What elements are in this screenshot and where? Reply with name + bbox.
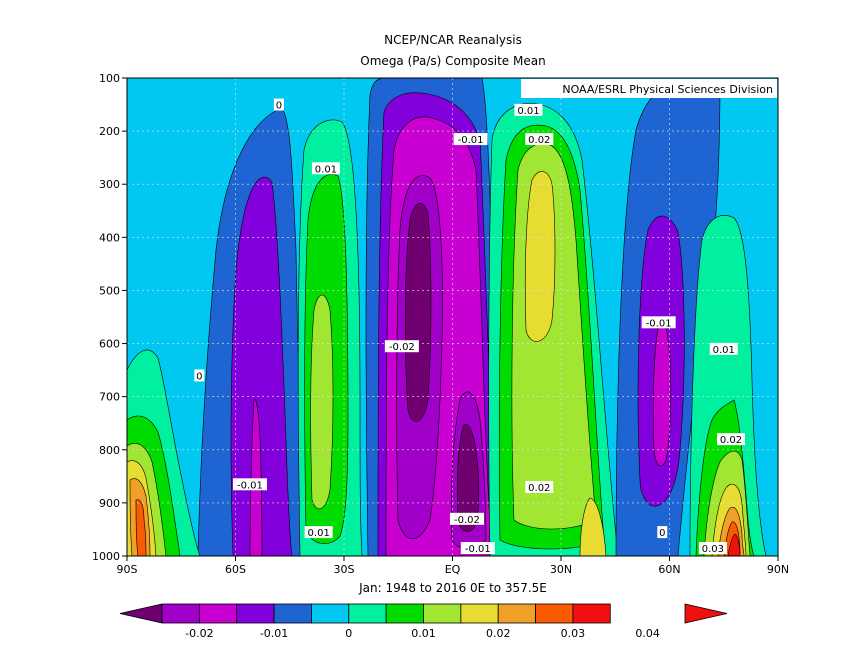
colorbar-tick-label: -0.01 [260, 627, 288, 640]
contour-label-bg [449, 512, 484, 525]
colorbar-segment [348, 603, 387, 624]
contour-label: -0.01 [237, 480, 263, 491]
y-tick-label: 600 [99, 338, 120, 351]
contour-label-bg [194, 369, 205, 382]
chart-title: NCEP/NCAR Reanalysis [384, 33, 522, 47]
y-tick-label: 200 [99, 125, 120, 138]
contour-label: 0 [196, 371, 202, 382]
colorbar-segment [423, 603, 462, 624]
grid-lines [127, 78, 778, 556]
contour-label: -0.01 [465, 544, 491, 555]
x-tick-label: 30N [550, 563, 572, 576]
contour-label-bg [525, 133, 554, 146]
contour-label-bg [514, 103, 543, 116]
colorbar-segment [161, 603, 200, 624]
y-tick-label: 900 [99, 497, 120, 510]
contour-label-bg [384, 340, 419, 353]
contour-label-bg [232, 478, 267, 491]
colorbar-segment [535, 603, 574, 624]
contour-label-bg [716, 433, 745, 446]
colorbar-tick-label: 0.01 [411, 627, 436, 640]
colorbar-under-arrow [119, 603, 163, 624]
contour-label: 0.03 [702, 544, 724, 555]
colorbar-over-arrow [684, 603, 728, 624]
contour-label: 0.01 [315, 164, 337, 175]
colorbar-tick-label: 0.03 [561, 627, 586, 640]
credit-text: NOAA/ESRL Physical Sciences Division [562, 83, 773, 96]
colorbar-segment [460, 603, 499, 624]
contour-label-bg [311, 162, 340, 175]
contour-label: 0.02 [720, 435, 742, 446]
antarctic-0035-region [135, 499, 147, 556]
chart-subtitle: Omega (Pa/s) Composite Mean [360, 54, 545, 68]
contour-label: -0.01 [458, 135, 484, 146]
x-axis: 90S 60S 30S EQ 30N 60N 90N [117, 556, 789, 576]
contour-label-bg [460, 542, 495, 555]
footer-text: Jan: 1948 to 2016 0E to 357.5E [358, 581, 547, 595]
contour-label: 0.01 [308, 528, 330, 539]
polar-004-region [727, 533, 741, 556]
x-tick-label: EQ [445, 563, 461, 576]
contour-label-bg [525, 480, 554, 493]
colorbar-tick-label: 0 [345, 627, 352, 640]
colorbar-tick-label: 0.02 [486, 627, 511, 640]
colorbar-segment [236, 603, 275, 624]
y-tick-label: 400 [99, 231, 120, 244]
northern-minus-0015-region [652, 318, 672, 467]
contour-label-bg [304, 526, 333, 539]
colorbar-segment [273, 603, 312, 624]
tropical-minus-0025-core-upper [404, 203, 432, 422]
x-tick-label: 30S [334, 563, 355, 576]
y-tick-label: 300 [99, 178, 120, 191]
southern-minus-0015-region [249, 399, 263, 556]
x-tick-label: 60S [225, 563, 246, 576]
north-subtropic-0025-region [524, 171, 556, 342]
contour-label: 0.01 [713, 345, 735, 356]
south-subtropic-002-region [310, 294, 334, 510]
contour-label-bg [641, 316, 676, 329]
colorbar: -0.02 -0.01 0 0.01 0.02 0.03 0.04 [119, 603, 728, 640]
plot-area: 0 0.01 -0.01 0.01 0.02 -0.02 -0.01 0.01 0 0.02 -0.… [127, 78, 778, 556]
colorbar-segment [572, 603, 611, 624]
colorbar-tick-label: -0.02 [185, 627, 213, 640]
contour-labels: 0 0.01 -0.01 0.01 0.02 -0.02 -0.01 0.01 0 0.02 -0.… [194, 98, 745, 555]
credit-box: NOAA/ESRL Physical Sciences Division [521, 79, 777, 98]
y-tick-label: 500 [99, 284, 120, 297]
contour-label-bg [709, 342, 738, 355]
contour-label: -0.02 [389, 342, 415, 353]
contour-label: -0.01 [646, 318, 672, 329]
x-tick-label: 90S [117, 563, 138, 576]
x-tick-label: 90N [767, 563, 789, 576]
colorbar-segment [198, 603, 238, 624]
contour-label: 0 [659, 528, 665, 539]
y-tick-label: 800 [99, 444, 120, 457]
colorbar-segment [385, 603, 424, 624]
contour-label: 0.02 [528, 483, 550, 494]
contour-label-bg [657, 526, 668, 539]
contour-label-bg [698, 542, 727, 555]
y-tick-label: 700 [99, 391, 120, 404]
contour-label: 0 [276, 101, 282, 112]
southern-minus-001-region [230, 176, 293, 556]
colorbar-segment [497, 603, 536, 624]
x-tick-label: 60N [658, 563, 680, 576]
contour-label: -0.02 [454, 515, 480, 526]
contour-label: 0.01 [517, 106, 539, 117]
y-axis: 100 200 300 400 500 600 700 800 900 1000 [92, 72, 127, 563]
y-tick-label: 100 [99, 72, 120, 85]
contour-label-bg [273, 98, 284, 111]
north-subtropic-lower-0025-region [579, 497, 607, 556]
colorbar-segment [311, 603, 350, 624]
colorbar-tick-label: 0.04 [635, 627, 660, 640]
contour-label-bg [453, 133, 488, 146]
contour-label: 0.02 [528, 135, 550, 146]
tropical-minus-0025-core-lower [456, 423, 480, 532]
y-tick-label: 1000 [92, 550, 120, 563]
